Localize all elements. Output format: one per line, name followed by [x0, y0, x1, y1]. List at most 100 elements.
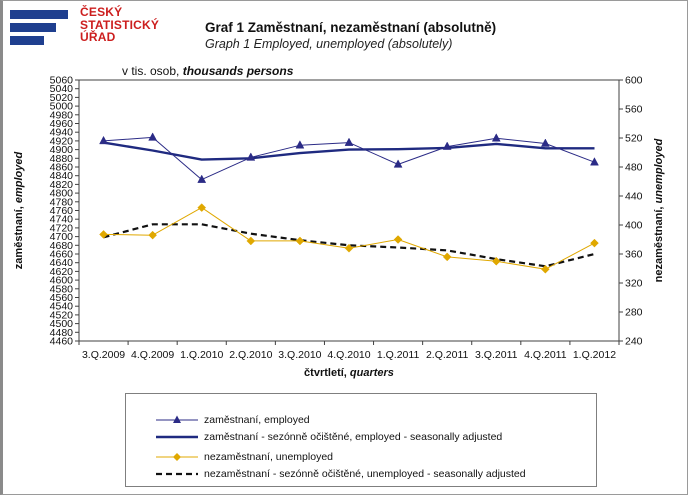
- y-left-tick-label: 4560: [50, 292, 74, 304]
- y-left-tick-label: 5060: [50, 75, 74, 87]
- legend: zaměstnaní, employed zaměstnaní - sezónně…: [125, 393, 597, 487]
- legend-label: zaměstnaní - sezónně očištěné, employed …: [204, 431, 503, 443]
- y-left-tick-label: 5020: [50, 92, 74, 104]
- y-left-tick-label: 4920: [50, 135, 74, 147]
- x-axis-title-cz: čtvrtletí,: [304, 367, 350, 379]
- y-left-tick-label: 4860: [50, 162, 74, 174]
- y-left-tick-label: 4520: [50, 309, 74, 321]
- x-tick-label: 1.Q.2012: [573, 349, 616, 361]
- y-left-tick-label: 4800: [50, 188, 74, 200]
- y-left-tick-label: 4720: [50, 222, 74, 234]
- y-left-tick-label: 4940: [50, 127, 74, 139]
- y-left-tick-label: 4480: [50, 327, 74, 339]
- legend-swatch: [156, 453, 198, 461]
- unit-note-cz: v tis. osob,: [122, 64, 180, 78]
- y-left-tick-label: 4540: [50, 301, 74, 313]
- logo-line-2: STATISTICKÝ: [80, 17, 160, 32]
- y-left-tick-label: 4880: [50, 153, 74, 165]
- y-left-tick-label: 5000: [50, 101, 74, 113]
- y-left-axis-title-cz: zaměstnaní,: [13, 203, 25, 269]
- legend-swatch: [156, 435, 198, 439]
- chart-subtitle: Graph 1 Employed, unemployed (absolutely…: [205, 37, 453, 51]
- series-3-point: [491, 256, 501, 266]
- y-left-tick-label: 4840: [50, 170, 74, 182]
- y-right-tick-label: 480: [625, 162, 643, 174]
- x-tick-label: 3.Q.2010: [278, 349, 321, 361]
- series-1-point: [99, 135, 108, 145]
- y-left-tick-label: 4700: [50, 231, 74, 243]
- y-right-tick-label: 560: [625, 104, 643, 116]
- y-right-tick-label: 280: [625, 307, 643, 319]
- x-tick-label: 3.Q.2011: [475, 349, 518, 361]
- series-3: [99, 203, 599, 274]
- y-right-axis-title-en: unemployed: [653, 138, 665, 203]
- series-3-point: [344, 243, 354, 253]
- y-left-tick-label: 4960: [50, 118, 74, 130]
- y-left-tick-label: 5040: [50, 83, 74, 95]
- plot-area: [78, 79, 620, 342]
- legend-label: nezaměstnaní - sezónně očištěné, unemplo…: [204, 468, 526, 480]
- y-right-tick-label: 440: [625, 191, 643, 203]
- csu-logo: ČESKÝ STATISTICKÝ ÚŘAD: [10, 6, 170, 48]
- legend-label: nezaměstnaní, unemployed: [204, 451, 333, 463]
- series-1-point: [393, 159, 403, 168]
- logo-text: ČESKÝ STATISTICKÝ ÚŘAD: [80, 6, 159, 44]
- y-left-tick-label: 4500: [50, 318, 74, 330]
- series-2: [103, 141, 595, 161]
- x-tick-label: 2.Q.2010: [229, 349, 272, 361]
- y-left-tick-label: 4820: [50, 179, 74, 191]
- y-left-tick-label: 4640: [50, 257, 74, 269]
- x-tick-label: 4.Q.2011: [524, 349, 567, 361]
- series-3-point: [99, 230, 108, 239]
- y-right-axis-title: nezaměstnaní, unemployed: [653, 138, 665, 282]
- y-left-tick-label: 4680: [50, 240, 74, 252]
- series-3-line: [103, 207, 595, 270]
- y-left-tick-label: 4780: [50, 196, 74, 208]
- y-right-tick-label: 400: [625, 220, 643, 232]
- series-1-point: [148, 132, 158, 141]
- y-right-tick-label: 240: [625, 336, 643, 348]
- y-right-tick-label: 360: [625, 249, 643, 261]
- series-1-point: [197, 174, 207, 183]
- series-4-line: [103, 223, 595, 268]
- x-tick-label: 1.Q.2011: [377, 349, 420, 361]
- x-tick-label: 4.Q.2009: [131, 349, 174, 361]
- series-3-point: [197, 203, 207, 212]
- y-left-tick-label: 4580: [50, 283, 74, 295]
- y-left-tick-label: 4600: [50, 275, 74, 287]
- y-left-axis-title: zaměstnaní, employed: [13, 152, 25, 270]
- logo-line-1: ČESKÝ: [80, 5, 123, 19]
- series-4: [103, 223, 595, 268]
- y-left-tick-label: 4900: [50, 144, 74, 156]
- diamond-marker-icon: [173, 453, 181, 461]
- x-axis-title: čtvrtletí, quarters: [304, 367, 394, 379]
- logo-bar: [10, 23, 56, 32]
- x-tick-label: 2.Q.2011: [426, 349, 469, 361]
- series-1-point: [590, 157, 599, 166]
- x-tick-label: 4.Q.2010: [327, 349, 370, 361]
- series-1-point: [295, 140, 305, 149]
- chart-title: Graf 1 Zaměstnaní, nezaměstnaní (absolut…: [205, 20, 497, 35]
- legend-swatch: [156, 472, 198, 476]
- triangle-marker-icon: [173, 415, 181, 423]
- y-left-tick-label: 4740: [50, 214, 74, 226]
- series-1-point: [442, 141, 452, 150]
- y-right-axis-title-cz: nezaměstnaní,: [653, 203, 665, 282]
- series-3-point: [442, 252, 452, 262]
- logo-bars-icon: [10, 10, 70, 46]
- y-left-tick-label: 4460: [50, 336, 74, 348]
- y-left-axis-title-en: employed: [13, 152, 25, 204]
- series-3-point: [393, 235, 403, 244]
- logo-bar: [10, 36, 44, 45]
- legend-label: zaměstnaní, employed: [204, 414, 310, 426]
- series-1-point: [491, 133, 501, 142]
- x-axis-title-en: quarters: [350, 367, 394, 379]
- y-left-tick-label: 4620: [50, 266, 74, 278]
- y-left-tick-label: 4980: [50, 109, 74, 121]
- series-1-point: [344, 137, 354, 146]
- series-1-point: [540, 138, 550, 147]
- y-left-tick-label: 4660: [50, 249, 74, 261]
- series-3-point: [541, 264, 550, 274]
- series-1: [99, 132, 599, 183]
- logo-line-3: ÚŘAD: [80, 30, 116, 45]
